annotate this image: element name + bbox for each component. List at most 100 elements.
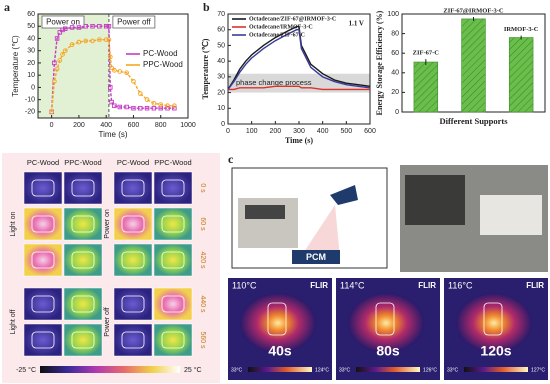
marker [124, 104, 129, 110]
marker [63, 26, 68, 31]
plot-frame [37, 13, 189, 119]
colorbar-label: 25 °C [184, 366, 202, 374]
marker [54, 66, 60, 72]
marker [97, 37, 102, 43]
column-header: PPC-Wood [154, 158, 191, 167]
y-axis-label: Temperature (℃) [201, 38, 210, 99]
sample [267, 302, 287, 336]
series-line [228, 85, 370, 91]
ir-scale-max: 127°C [531, 367, 545, 373]
sample-outline [121, 251, 145, 269]
y-tick-label: 10 [217, 105, 225, 112]
marker [106, 23, 112, 29]
y-tick-label: 20 [391, 89, 399, 96]
y-tick-label: 40 [217, 58, 225, 65]
ir-hotspot [456, 293, 532, 353]
thermal-image [63, 243, 103, 277]
marker [83, 38, 89, 44]
marker [131, 78, 136, 84]
category-label: IRMOF-3-C [504, 26, 539, 33]
legend-label: Octadecane/ZIF-67@IRMOF-3-C [249, 16, 336, 22]
marker [103, 23, 109, 29]
sample-outline [161, 215, 185, 233]
legend-label: Octadecane/ZIF-67-C [249, 32, 305, 38]
marker [54, 36, 60, 41]
ir-temperature: 116°C [448, 280, 473, 290]
ir-hotspot [348, 293, 424, 353]
ir-temperature: 114°C [340, 280, 365, 290]
marker [108, 85, 113, 90]
y-tick-label: 0 [395, 109, 399, 116]
series-line [50, 38, 175, 112]
marker [69, 42, 75, 47]
marker [158, 102, 164, 107]
ir-brand: FLIR [418, 281, 436, 290]
ir-beam [300, 205, 340, 258]
marker [62, 48, 68, 54]
marker [52, 78, 57, 84]
marker [117, 104, 123, 110]
series-line [227, 29, 371, 90]
marker [124, 70, 129, 76]
group-label: Light on [10, 211, 17, 236]
marker [165, 103, 170, 109]
marker [69, 25, 75, 30]
thermal-image [153, 207, 193, 241]
time-label: 440 s [199, 295, 206, 313]
x-tick-label: 400 [317, 128, 329, 135]
sample-outline [161, 331, 185, 349]
y-tick-label: 100 [387, 11, 399, 18]
ir-scale-min: 33°C [231, 367, 243, 373]
y-tick-label: -10 [25, 96, 35, 103]
thermal-image [23, 243, 63, 277]
legend-label: PPC-Wood [143, 60, 183, 69]
x-tick-label: 0 [226, 128, 230, 135]
category-label: ZIF-67-C [413, 50, 440, 57]
thermal-image [23, 207, 63, 241]
marker [52, 60, 57, 66]
y-tick-label: 60 [217, 27, 225, 34]
x-axis-label: Different Supports [439, 116, 508, 126]
sample-outline [121, 215, 145, 233]
thermal-image [153, 323, 193, 357]
x-tick-label: 400 [100, 122, 112, 129]
y-tick-label: 80 [391, 30, 399, 37]
bar [413, 61, 439, 113]
colorbar-label: -25 °C [16, 366, 36, 374]
ir-brand: FLIR [526, 281, 544, 290]
marker [151, 105, 157, 111]
thermal-image [63, 287, 103, 321]
sample [375, 302, 395, 336]
series-line [227, 25, 371, 90]
marker [165, 105, 170, 111]
x-tick-label: 0 [50, 122, 54, 129]
setup-device [480, 195, 542, 235]
ir-colorbar [464, 367, 528, 372]
bar [461, 18, 486, 113]
sample-outline [31, 251, 55, 269]
ir-colorbar [248, 367, 312, 372]
time-label: 0 s [199, 183, 206, 193]
marker [109, 65, 114, 71]
sample-outline [71, 251, 95, 269]
thermal-image [63, 171, 103, 205]
x-tick-label: 600 [128, 122, 140, 129]
legend-label: PC-Wood [143, 49, 178, 58]
time-label: 420 s [199, 251, 206, 269]
sample-outline [161, 179, 185, 197]
x-axis-label: Time (s) [98, 130, 127, 139]
ir-scale-min: 33°C [339, 367, 351, 373]
marker [60, 52, 65, 57]
sample-outline [31, 295, 55, 313]
region-label: Power off [117, 18, 151, 27]
thermal-image [113, 287, 153, 321]
ir-scale-max: 124°C [315, 367, 329, 373]
y-tick-label: 60 [27, 11, 35, 18]
sample-outline [121, 331, 145, 349]
thermal-image [63, 207, 103, 241]
series-line [50, 25, 175, 112]
thermal-image [153, 287, 193, 321]
marker [137, 91, 143, 96]
